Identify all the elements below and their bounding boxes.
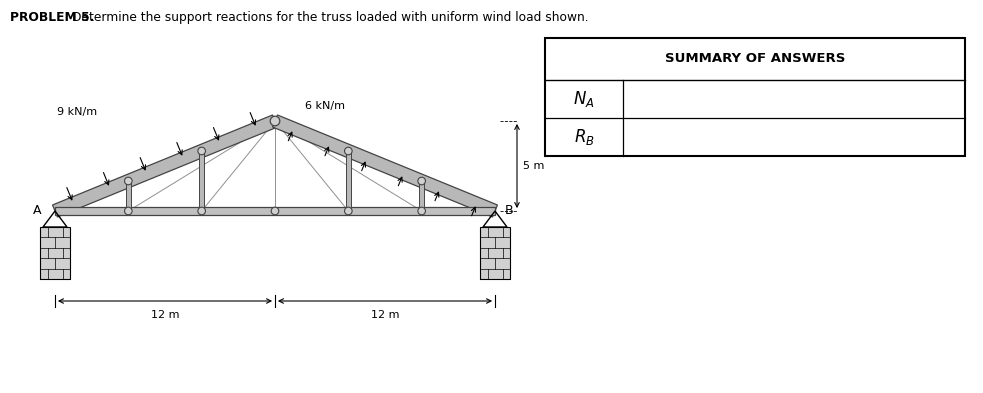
Polygon shape bbox=[126, 181, 131, 211]
Circle shape bbox=[344, 207, 352, 215]
Text: SUMMARY OF ANSWERS: SUMMARY OF ANSWERS bbox=[665, 53, 845, 66]
Text: 6 kN/m: 6 kN/m bbox=[305, 101, 345, 111]
Text: 5 m: 5 m bbox=[523, 161, 545, 171]
Text: Determine the support reactions for the truss loaded with uniform wind load show: Determine the support reactions for the … bbox=[72, 11, 589, 24]
Bar bbox=[545, 38, 965, 156]
Circle shape bbox=[418, 177, 426, 185]
Polygon shape bbox=[55, 207, 495, 215]
Text: 12 m: 12 m bbox=[371, 310, 399, 320]
Polygon shape bbox=[272, 115, 497, 217]
Polygon shape bbox=[346, 151, 351, 211]
Polygon shape bbox=[52, 115, 277, 217]
Circle shape bbox=[198, 147, 205, 155]
Text: B: B bbox=[505, 204, 514, 217]
Text: $N_A$: $N_A$ bbox=[573, 89, 595, 109]
Circle shape bbox=[125, 177, 132, 185]
Circle shape bbox=[270, 116, 280, 126]
Polygon shape bbox=[200, 151, 204, 211]
Bar bbox=[40, 227, 70, 279]
Circle shape bbox=[418, 207, 426, 215]
Text: PROBLEM 5.: PROBLEM 5. bbox=[10, 11, 94, 24]
Circle shape bbox=[198, 207, 205, 215]
Bar bbox=[480, 227, 510, 279]
Circle shape bbox=[125, 207, 132, 215]
Text: A: A bbox=[32, 204, 41, 217]
Text: $R_B$: $R_B$ bbox=[574, 127, 595, 147]
Circle shape bbox=[344, 147, 352, 155]
Circle shape bbox=[271, 207, 279, 215]
Polygon shape bbox=[419, 181, 425, 211]
Text: 12 m: 12 m bbox=[150, 310, 179, 320]
Text: 9 kN/m: 9 kN/m bbox=[57, 107, 97, 117]
